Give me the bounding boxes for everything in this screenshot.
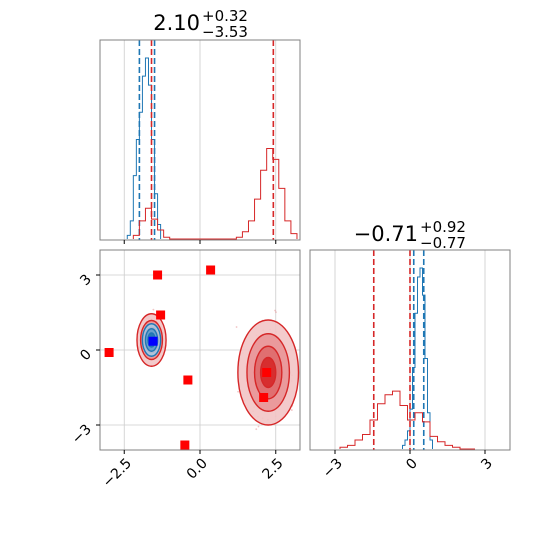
- title-param-2-sub: −0.77: [420, 234, 466, 252]
- sample-marker-red: [156, 310, 166, 320]
- sample-point: [290, 409, 293, 411]
- histogram-series: [132, 148, 298, 240]
- sample-marker-red: [262, 368, 272, 377]
- x-tick-label: −3: [320, 456, 346, 482]
- y-tick-label: 0: [77, 347, 95, 365]
- title-param-1: 2.10 +0.32 −3.53: [153, 7, 248, 41]
- panel-joint-param-1-param-2: −2.5 0.0 2.5 −3 0 3: [69, 249, 301, 491]
- title-param-2-base: −0.71: [354, 222, 418, 246]
- title-param-1-base: 2.10: [153, 11, 200, 35]
- panel-marginal-param-2: −3 0 3: [309, 249, 511, 482]
- title-param-2: −0.71 +0.92 −0.77: [354, 218, 466, 252]
- title-param-1-sup: +0.32: [202, 7, 248, 25]
- sample-marker-blue: [148, 336, 158, 346]
- sample-point: [235, 326, 238, 328]
- panel-marginal-param-1: [99, 39, 301, 244]
- histogram-series: [339, 390, 475, 450]
- title-param-2-sup: +0.92: [420, 218, 466, 236]
- x-tick-label: −2.5: [100, 456, 135, 491]
- x-tick-label: 0: [403, 456, 421, 474]
- sample-marker-red: [183, 375, 193, 385]
- sample-marker-red: [206, 265, 216, 275]
- title-param-1-sub: −3.53: [202, 23, 248, 41]
- sample-marker-red: [259, 393, 269, 402]
- histogram-series: [126, 57, 162, 239]
- sample-point: [257, 425, 260, 428]
- y-tick-label: 3: [77, 272, 95, 290]
- sample-point: [255, 428, 258, 431]
- sample-marker-red: [180, 440, 190, 450]
- sample-point: [275, 311, 277, 314]
- y-tick-label: −3: [69, 422, 95, 448]
- sample-point: [152, 308, 155, 311]
- histogram-series: [402, 267, 433, 449]
- x-tick-label: 0.0: [184, 456, 211, 483]
- sample-marker-red: [153, 270, 163, 280]
- sample-point: [274, 309, 276, 312]
- x-tick-label: 3: [478, 456, 496, 474]
- x-tick-label: 2.5: [260, 456, 287, 483]
- sample-point: [237, 390, 239, 393]
- sample-marker-red: [104, 348, 114, 357]
